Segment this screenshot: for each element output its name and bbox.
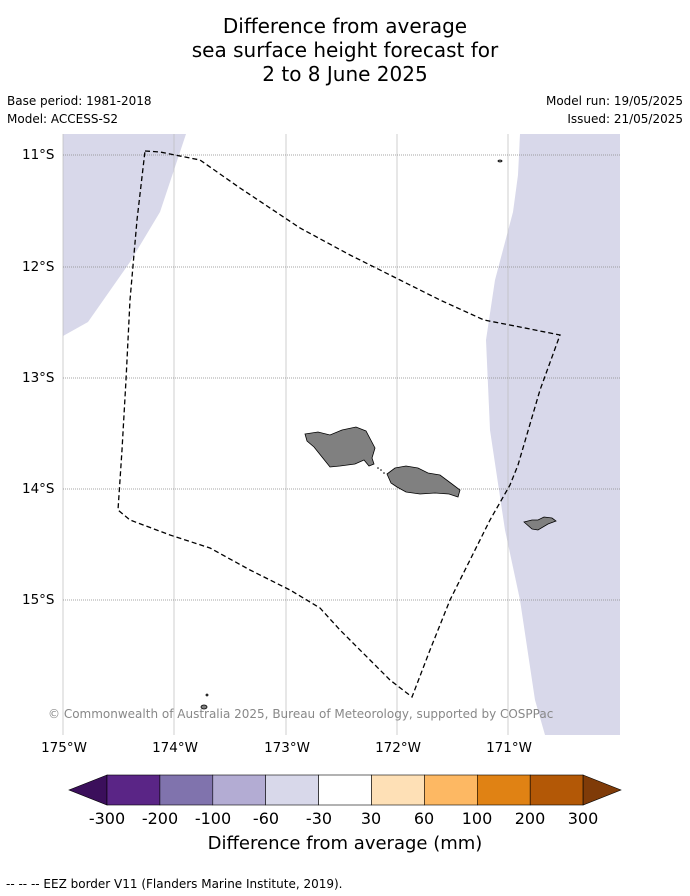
lat-label-12s: 12°S <box>22 259 55 275</box>
base-period-text: Base period: 1981-2018 <box>7 94 152 108</box>
colorbar-tick: 60 <box>413 809 435 828</box>
colorbar-tick: -100 <box>194 809 232 828</box>
colorbar-tick: -60 <box>252 809 280 828</box>
anomaly-region-west <box>63 134 186 336</box>
colorbar-tick: -300 <box>88 809 126 828</box>
colorbar-tick: -30 <box>305 809 333 828</box>
eez-legend-note: -- -- -- EEZ border V11 (Flanders Marine… <box>6 877 343 891</box>
lat-label-11s: 11°S <box>22 147 55 163</box>
lat-label-13s: 13°S <box>22 370 55 386</box>
model-run-text: Model run: 19/05/2025 <box>545 94 683 108</box>
island-savaii <box>304 426 376 468</box>
colorbar-tick: 30 <box>360 809 382 828</box>
lon-label-173w: 173°W <box>264 740 310 756</box>
islet-north <box>497 159 503 163</box>
land <box>200 159 557 710</box>
title-line-3: 2 to 8 June 2025 <box>262 62 428 86</box>
colorbar-tick: 200 <box>514 809 546 828</box>
lon-label-172w: 172°W <box>375 740 421 756</box>
chart-title: Difference from average sea surface heig… <box>0 14 690 86</box>
title-line-2: sea surface height forecast for <box>191 38 499 62</box>
lon-label-171w: 171°W <box>486 740 532 756</box>
colorbar-tick: 100 <box>461 809 493 828</box>
small-islets <box>377 467 385 474</box>
lat-label-15s: 15°S <box>22 592 55 608</box>
colorbar-tick: -200 <box>141 809 179 828</box>
lat-label-14s: 14°S <box>22 481 55 497</box>
island-upolu <box>386 465 461 498</box>
anomaly-region-east <box>486 134 620 735</box>
lon-label-175w: 175°W <box>41 740 87 756</box>
island-tutuila <box>523 516 557 531</box>
islet-south <box>200 704 208 710</box>
lon-label-174w: 174°W <box>152 740 198 756</box>
title-line-1: Difference from average <box>222 14 468 38</box>
colorbar-tick: 300 <box>567 809 599 828</box>
map-credit: © Commonwealth of Australia 2025, Bureau… <box>48 707 554 721</box>
islet-south-2 <box>205 693 209 697</box>
issued-text: Issued: 21/05/2025 <box>567 112 683 126</box>
gridlines <box>62 134 620 735</box>
colorbar-label: Difference from average (mm) <box>207 833 483 854</box>
model-text: Model: ACCESS-S2 <box>7 112 119 126</box>
